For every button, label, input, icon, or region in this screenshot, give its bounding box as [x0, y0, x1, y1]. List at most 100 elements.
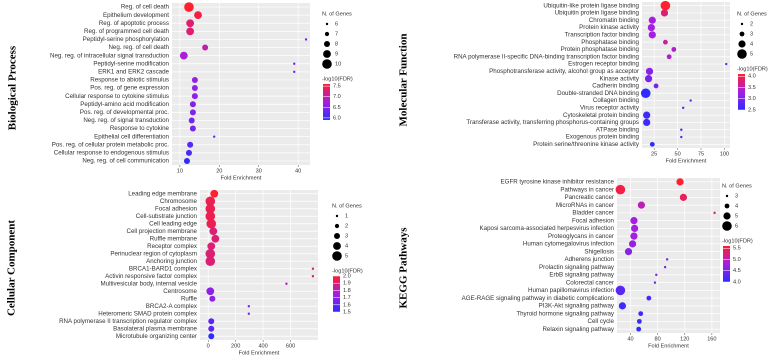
- size-legend-dot: [737, 49, 747, 59]
- size-legend-dot: [322, 59, 332, 69]
- dot: [211, 234, 220, 243]
- y-tick-label: Basolateral plasma membrane: [113, 325, 197, 332]
- panel-title: KEGG Pathways: [398, 227, 410, 309]
- size-legend-dot: [335, 214, 339, 218]
- size-legend-title: N. of Genes: [722, 183, 752, 189]
- x-tick-label: 25: [651, 151, 657, 157]
- y-tick-label: Heteromeric SMAD protein complex: [98, 310, 198, 317]
- dot: [205, 196, 216, 207]
- color-legend-label: 2.5: [748, 107, 756, 113]
- x-tick-label: 120: [680, 336, 689, 342]
- y-tick-label: Cytoskeletal protein binding: [563, 112, 640, 119]
- dot: [205, 248, 216, 259]
- y-tick-label: Ruffle: [181, 295, 198, 302]
- dot: [653, 281, 657, 284]
- dot: [680, 135, 683, 139]
- size-legend-label: 7: [335, 31, 338, 37]
- y-tick-label: Chromosome: [160, 198, 198, 205]
- y-tick-label: Shigellosis: [584, 248, 614, 255]
- color-legend-label: 5.5: [733, 246, 741, 252]
- dot: [206, 287, 215, 296]
- y-tick-label: Protein kinase activity: [579, 24, 640, 31]
- plot-background: [617, 178, 720, 333]
- color-legend-label: 4.5: [733, 268, 741, 274]
- x-axis-label: Fold Enrichment: [221, 175, 262, 181]
- dot: [680, 128, 683, 131]
- dot: [648, 31, 656, 39]
- dot: [647, 23, 655, 32]
- dot: [681, 106, 685, 110]
- dot: [206, 218, 217, 229]
- dot: [679, 193, 688, 201]
- dot: [208, 325, 215, 332]
- color-legend-label: 3.0: [748, 96, 756, 102]
- y-tick-label: Phosphatase binding: [581, 39, 639, 46]
- x-axis-label: Fold Enrichment: [239, 350, 280, 356]
- color-legend-label: 1.6: [343, 302, 351, 308]
- dot: [293, 70, 296, 74]
- color-legend-title: -log10(FDR): [737, 66, 768, 72]
- x-tick-label: 20: [216, 168, 222, 174]
- y-tick-label: Human papillomavirus infection: [528, 287, 615, 294]
- dot: [293, 62, 296, 65]
- y-tick-label: PI3K-Akt signaling pathway: [539, 303, 615, 310]
- dot: [188, 117, 195, 124]
- y-tick-label: Reg. of apoptotic process: [99, 20, 169, 27]
- y-tick-label: Response to cytokine: [110, 125, 170, 132]
- size-legend-label: 4: [345, 243, 348, 249]
- y-tick-label: Epithelial cell differentiation: [94, 133, 169, 140]
- dot: [205, 211, 216, 222]
- dot: [247, 312, 251, 315]
- y-tick-label: Transferase activity, transferring phosp…: [466, 119, 639, 126]
- x-tick-label: 80: [655, 336, 661, 342]
- y-tick-label: Focal adhesion: [155, 205, 198, 212]
- y-tick-label: Microtubule organizing center: [116, 333, 197, 340]
- color-legend-label: 1.9: [343, 281, 351, 287]
- y-tick-label: Reg. of cell death: [121, 4, 170, 11]
- y-tick-label: Receptor complex: [147, 243, 198, 250]
- y-tick-label: Transcription factor binding: [565, 31, 640, 38]
- dot: [713, 211, 716, 215]
- y-tick-label: Ubiquitin-like protein ligase binding: [543, 2, 639, 9]
- y-tick-label: Pathways in cancer: [560, 186, 614, 193]
- dot: [311, 267, 315, 270]
- size-legend-label: 5: [750, 51, 753, 57]
- size-legend-dot: [332, 251, 342, 261]
- plot-background: [200, 190, 318, 340]
- size-legend-dot: [724, 203, 730, 209]
- color-legend-label: 6.5: [333, 105, 341, 111]
- dot: [247, 305, 251, 308]
- dot: [189, 109, 196, 116]
- dot: [189, 125, 196, 132]
- panel-title: Molecular Function: [398, 34, 410, 127]
- dot: [179, 51, 188, 60]
- x-tick-label: 10: [177, 168, 183, 174]
- dot: [191, 93, 198, 100]
- x-axis-label: Fold Enrichment: [666, 158, 707, 164]
- dot: [209, 295, 216, 302]
- dot: [666, 54, 672, 60]
- y-tick-label: Protein serine/threonine kinase activity: [533, 141, 640, 148]
- y-tick-label: BRCA2-A complex: [146, 303, 198, 310]
- x-tick-label: 40: [295, 168, 301, 174]
- color-legend-label: 6.0: [333, 115, 341, 121]
- y-tick-label: Activin responsive factor complex: [105, 273, 198, 280]
- size-legend-label: 3: [345, 233, 348, 239]
- y-tick-label: ATPase binding: [596, 126, 640, 133]
- y-tick-label: Colorectal cancer: [566, 279, 614, 286]
- dot: [624, 248, 633, 256]
- dot: [638, 311, 644, 317]
- size-legend-dot: [324, 31, 330, 37]
- color-legend-label: 1.8: [343, 288, 351, 294]
- dot: [637, 201, 645, 209]
- dot: [210, 189, 219, 198]
- y-tick-label: Protein phosphatase binding: [561, 46, 640, 53]
- dot: [615, 285, 626, 296]
- dot: [205, 256, 216, 267]
- size-legend-dot: [739, 31, 745, 37]
- x-tick-label: 600: [286, 343, 295, 349]
- x-tick-label: 40: [627, 336, 633, 342]
- y-tick-label: ERK1 and ERK2 cascade: [98, 68, 169, 75]
- x-tick-label: 400: [258, 343, 267, 349]
- color-legend-title: -log10(FDR): [322, 76, 353, 82]
